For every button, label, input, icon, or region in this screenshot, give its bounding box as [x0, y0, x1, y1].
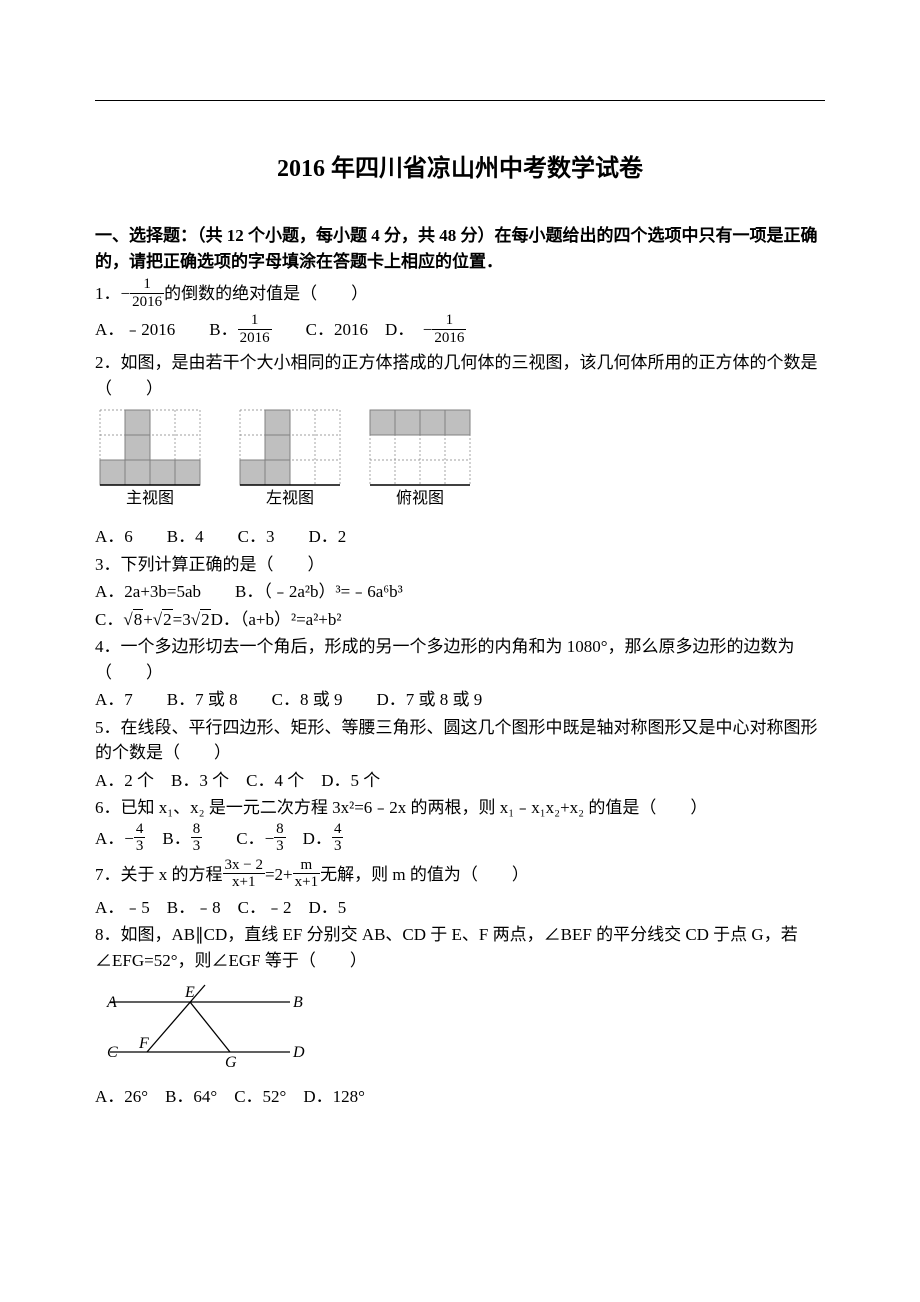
q7-mid: =2+	[265, 864, 293, 883]
q1-optA-label: A．	[95, 320, 124, 339]
q7-options: A．﹣5 B．﹣8 C．﹣2 D．5	[95, 895, 825, 921]
q3-optC-pre: C．	[95, 610, 123, 629]
q8-options: A．26° B．64° C．52° D．128°	[95, 1084, 825, 1110]
q1-optB-frac: 12016	[238, 312, 272, 346]
section-1-header: 一、选择题：（共 12 个小题，每小题 4 分，共 48 分）在每小题给出的四个…	[95, 223, 825, 274]
q1-optD-frac: 12016	[432, 312, 466, 346]
q1-suffix: 的倒数的绝对值是（ ）	[164, 284, 368, 303]
q6-optC-neg: −	[265, 828, 275, 847]
q3-sqrt-2a: 2	[153, 607, 173, 633]
q3-plus: +	[143, 610, 153, 629]
q1-options: A．﹣2016 B．12016 C．2016 D． −12016	[95, 314, 825, 348]
q8-geom-svg: A B C D E F G	[95, 977, 305, 1072]
q1-optC-label: C．	[306, 320, 334, 339]
q3-optD: D．（a+b）²=a²+b²	[211, 610, 342, 629]
q7-frac1: 3x − 2x+1	[223, 857, 265, 891]
q3-optCD: C．8+2=32D．（a+b）²=a²+b²	[95, 607, 825, 633]
question-4: 4．一个多边形切去一个角后，形成的另一个多边形的内角和为 1080°，那么原多边…	[95, 634, 825, 685]
q1-neg: −	[121, 284, 131, 303]
q4-options: A．7 B．7 或 8 C．8 或 9 D．7 或 8 或 9	[95, 687, 825, 713]
q7-suffix: 无解，则 m 的值为（ ）	[320, 864, 529, 883]
q6-optD-frac: 43	[332, 821, 344, 855]
q3-optAB: A．2a+3b=5ab B．（﹣2a²b）³=﹣6a⁶b³	[95, 579, 825, 605]
question-6: 6．已知 x₁、x₂ 是一元二次方程 3x²=6﹣2x 的两根，则 x₁﹣x₁x…	[95, 795, 825, 821]
q6-optC-label: C．	[236, 828, 264, 847]
question-8: 8．如图，AB∥CD，直线 EF 分别交 AB、CD 于 E、F 两点，∠BEF…	[95, 922, 825, 973]
question-2: 2．如图，是由若干个大小相同的正方体搭成的几何体的三视图，该几何体所用的正方体的…	[95, 350, 825, 401]
q3-sqrt-8: 8	[123, 607, 143, 633]
question-3: 3．下列计算正确的是（ ）	[95, 552, 825, 578]
svg-text:F: F	[138, 1035, 149, 1052]
q1-optD-neg: −	[423, 320, 433, 339]
q6-optA-label: A．	[95, 828, 124, 847]
q2-three-view-figure: 主视图 左视图 俯视图	[95, 405, 825, 520]
three-view-svg: 主视图 左视图 俯视图	[95, 405, 475, 520]
svg-text:A: A	[106, 994, 117, 1011]
q6-optB-frac: 83	[191, 821, 203, 855]
svg-text:C: C	[107, 1044, 118, 1061]
q6-optC-frac: 83	[274, 821, 286, 855]
q1-optB-label: B．	[209, 320, 237, 339]
q1-prefix: 1．	[95, 284, 121, 303]
q6-options: A．−43 B．83 C．−83 D．43	[95, 823, 825, 857]
q6-optB-label: B．	[162, 828, 190, 847]
question-1: 1．−12016的倒数的绝对值是（ ）	[95, 278, 825, 312]
q6-optA-neg: −	[124, 828, 134, 847]
q7-frac2: mx+1	[293, 857, 320, 891]
q6-optD-label: D．	[303, 828, 332, 847]
svg-text:E: E	[184, 984, 195, 1001]
svg-text:B: B	[293, 994, 303, 1011]
q1-optC-val: 2016	[334, 320, 368, 339]
question-7: 7．关于 x 的方程3x − 2x+1=2+mx+1无解，则 m 的值为（ ）	[95, 859, 825, 893]
q1-optA-val: ﹣2016	[124, 320, 175, 339]
q3-sqrt-2b: 2	[191, 607, 211, 633]
svg-text:俯视图: 俯视图	[396, 489, 444, 507]
svg-text:G: G	[225, 1054, 237, 1071]
q7-prefix: 7．关于 x 的方程	[95, 864, 223, 883]
svg-text:左视图: 左视图	[266, 489, 314, 507]
q1-optD-label: D．	[385, 320, 406, 339]
page-title: 2016 年四川省凉山州中考数学试卷	[95, 151, 825, 187]
q3-eq: =3	[173, 610, 191, 629]
svg-text:D: D	[292, 1044, 305, 1061]
top-divider	[95, 100, 825, 101]
svg-text:主视图: 主视图	[126, 489, 174, 507]
q8-geometry-figure: A B C D E F G	[95, 977, 825, 1080]
question-5: 5．在线段、平行四边形、矩形、等腰三角形、圆这几个图形中既是轴对称图形又是中心对…	[95, 715, 825, 766]
q5-options: A．2 个 B．3 个 C．4 个 D．5 个	[95, 768, 825, 794]
q1-fraction: 12016	[130, 276, 164, 310]
q6-optA-frac: 43	[134, 821, 146, 855]
q2-options: A．6 B．4 C．3 D．2	[95, 524, 825, 550]
